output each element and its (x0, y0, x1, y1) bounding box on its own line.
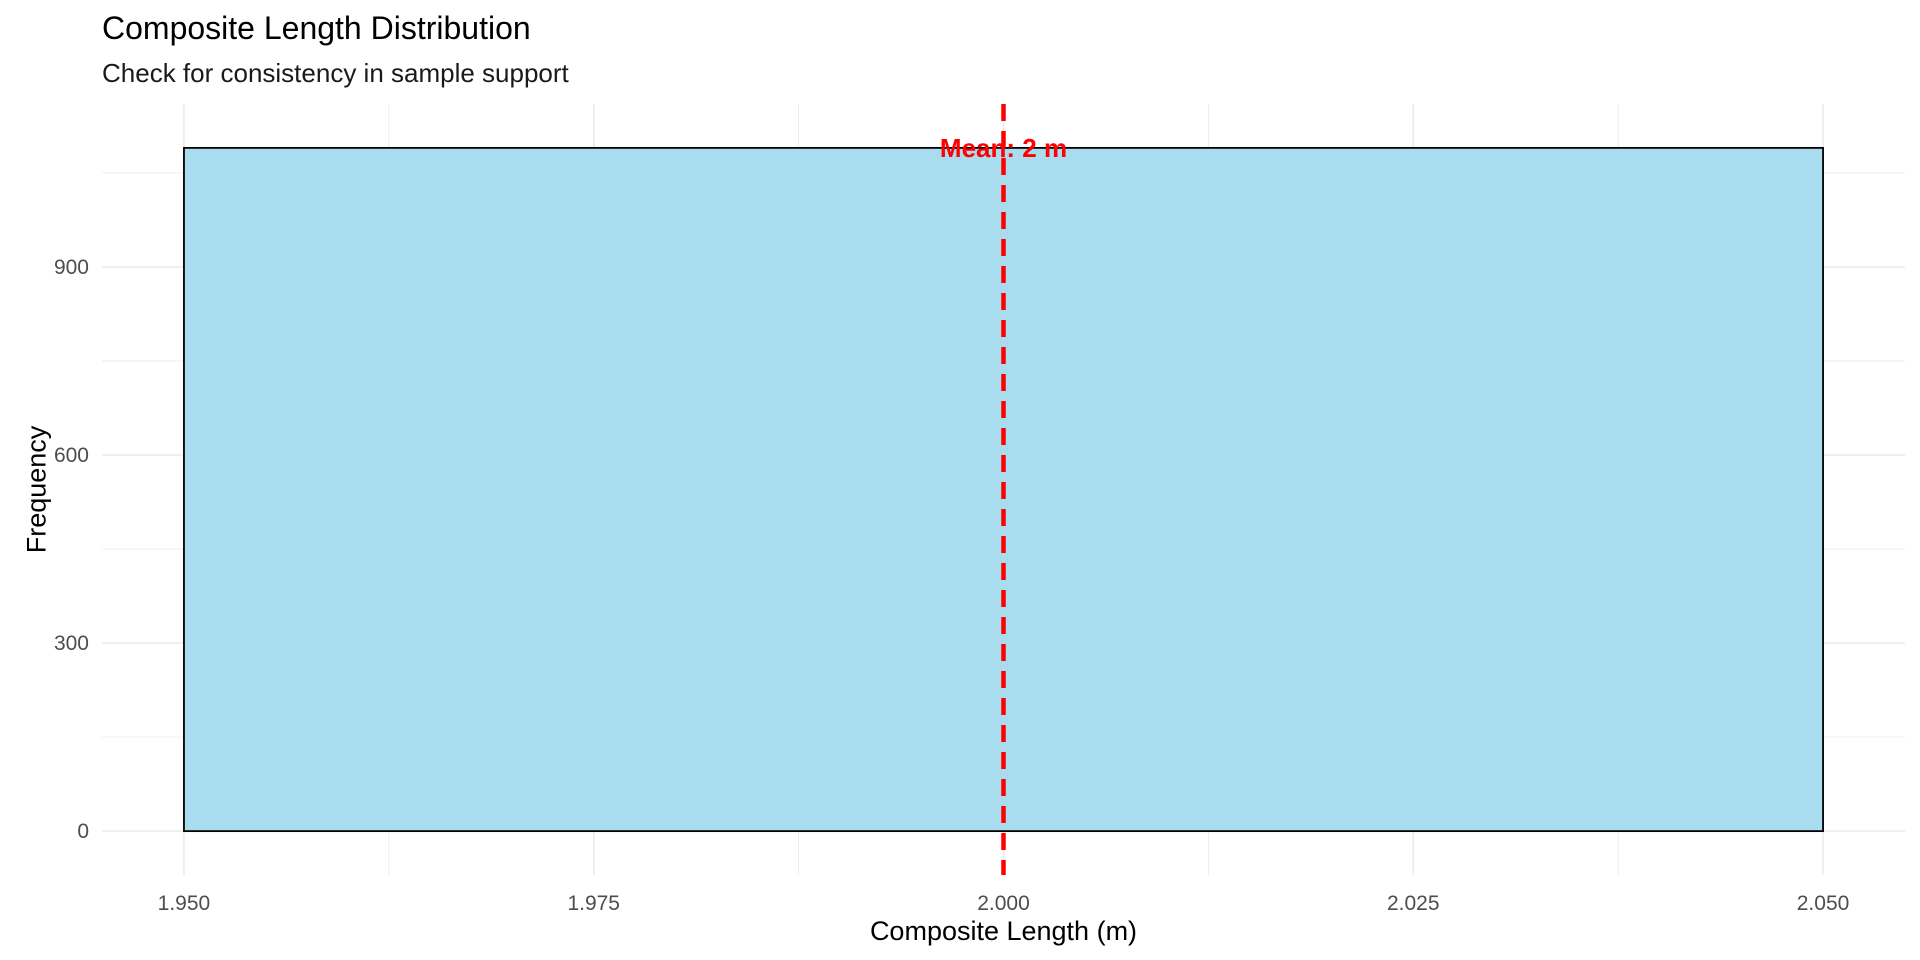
x-axis-ticks: 1.950 1.975 2.000 2.025 2.050 (158, 892, 1850, 915)
x-tick-label: 1.950 (158, 892, 211, 915)
y-axis-ticks: 0 300 600 900 (54, 256, 89, 843)
x-tick-label: 2.050 (1797, 892, 1850, 915)
chart-subtitle: Check for consistency in sample support (102, 58, 569, 88)
x-tick-label: 1.975 (567, 892, 620, 915)
y-tick-label: 0 (77, 820, 89, 843)
x-tick-label: 2.025 (1387, 892, 1440, 915)
mean-annotation: Mean: 2 m (940, 104, 1067, 875)
mean-label: Mean: 2 m (940, 133, 1067, 163)
y-tick-label: 900 (54, 256, 89, 279)
chart-title: Composite Length Distribution (102, 10, 531, 46)
y-tick-label: 300 (54, 632, 89, 655)
y-axis-title: Frequency (21, 425, 51, 553)
y-tick-label: 600 (54, 444, 89, 467)
x-axis-title: Composite Length (m) (870, 916, 1137, 946)
x-tick-label: 2.000 (977, 892, 1030, 915)
